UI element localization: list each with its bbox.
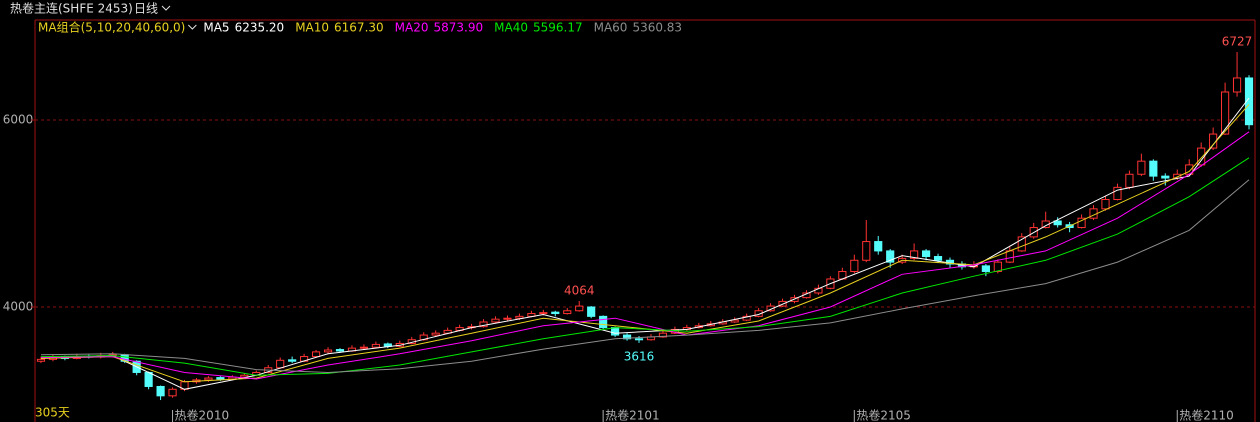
candle-body [551,311,560,315]
candle-body [1017,236,1026,252]
candle-body [862,241,871,261]
y-tick-label: 4000 [3,300,34,314]
ma-line [40,157,1250,376]
ma-line [40,179,1250,374]
legend-name: MA10 [295,21,329,35]
y-tick-label: 6000 [3,113,34,127]
span-label: 305天 [35,406,70,420]
price-annotation: 3616 [624,349,655,363]
candle-body [1077,217,1086,229]
candle-body [933,256,943,261]
x-tick-label: 热卷2101 [605,408,660,422]
candle-body [886,250,895,263]
period-selector[interactable]: 日线 [134,2,158,16]
candle-body [156,385,165,397]
x-tick-label: 热卷2105 [856,408,911,422]
candle-body [431,332,440,336]
ma-line [40,131,1250,380]
candle-body [1232,77,1242,93]
candle-body [981,265,990,272]
candle-body [766,305,775,312]
candle-body [874,241,883,252]
candle-body [599,315,608,329]
candle-body [1101,198,1110,210]
candle-body [658,332,668,338]
candle-body [754,310,763,317]
legend-value: 5360.83 [632,21,682,35]
legend-value: 6235.20 [235,21,285,35]
indicator-chevron[interactable] [188,24,197,30]
candle-body [1149,160,1158,177]
candle-body [276,359,285,369]
x-tick-label: 热卷2110 [1179,408,1234,422]
candle-body [1221,91,1230,135]
candle-body [36,358,46,362]
legend-name: MA60 [594,21,628,35]
candle-body [910,250,919,259]
candle-body [1053,220,1062,226]
candle-body [1161,175,1170,179]
candle-body [575,305,584,312]
price-annotation: 6727 [1222,35,1253,49]
candle-body [144,371,153,387]
legend-value: 6167.30 [334,21,384,35]
candle-body [323,349,333,353]
candle-body [204,377,213,381]
candle-body [611,327,620,336]
x-tick-label: 热卷2010 [175,408,230,422]
candle-body [359,346,369,349]
candle-body [539,312,548,315]
candle-body [311,351,321,358]
candle-body [622,334,632,340]
candle-body [216,377,225,380]
candle-body [634,338,644,341]
candle-body [993,261,1002,272]
candle-body [1137,160,1146,175]
candle-body [240,374,249,378]
indicator-selector[interactable]: MA组合(5,10,20,40,60,0) [38,20,185,35]
chart-title: 热卷主连(SHFE 2453) [10,1,133,16]
candle-body [563,310,572,315]
legend-name: MA20 [395,21,429,35]
candle-body [730,319,739,323]
candle-body [921,250,931,258]
candle-body [168,388,177,397]
candle-body [1113,186,1122,200]
legend-name: MA40 [494,21,528,35]
candle-body [1244,77,1254,126]
candle-body [1005,250,1014,263]
legend-name: MA5 [203,21,229,35]
candle-body [503,317,512,320]
candle-body [515,315,524,319]
candle-body [335,349,345,352]
candle-body [850,259,859,272]
price-annotation: 4064 [564,284,595,298]
legend-value: 5596.17 [533,21,583,35]
candle-body [587,306,596,317]
candle-body [1125,173,1134,188]
period-chevron[interactable] [161,5,171,11]
candle-body [288,359,297,362]
legend-value: 5873.90 [434,21,484,35]
candle-body [491,318,500,323]
candle-body [371,343,380,348]
